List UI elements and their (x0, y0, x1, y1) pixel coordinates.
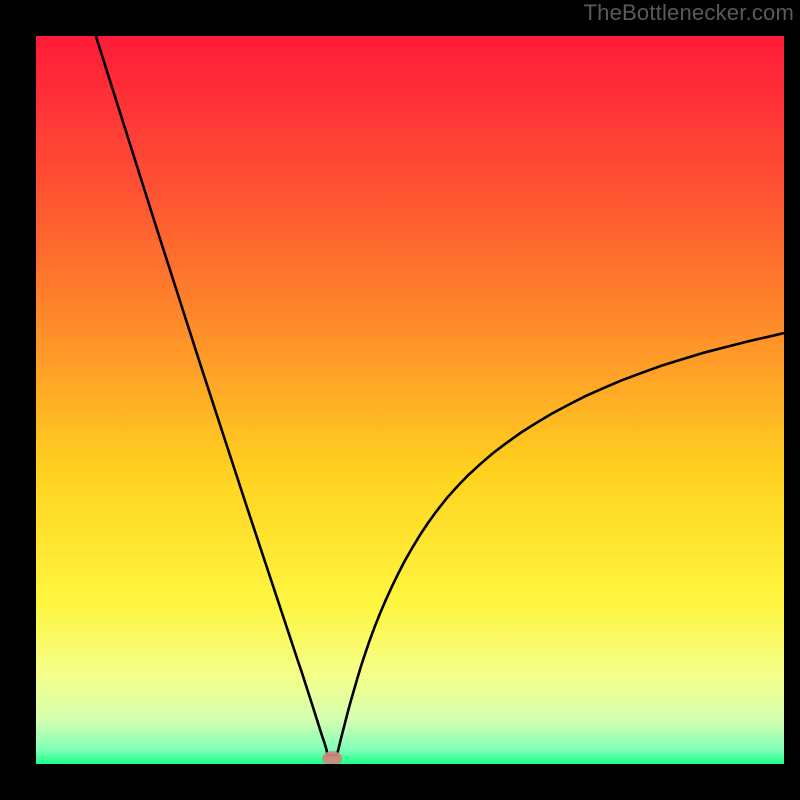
chart-svg (36, 36, 784, 764)
plot-area (36, 36, 784, 764)
gradient-background (36, 36, 784, 764)
watermark-text: TheBottlenecker.com (584, 0, 794, 26)
chart-frame: TheBottlenecker.com (0, 0, 800, 800)
